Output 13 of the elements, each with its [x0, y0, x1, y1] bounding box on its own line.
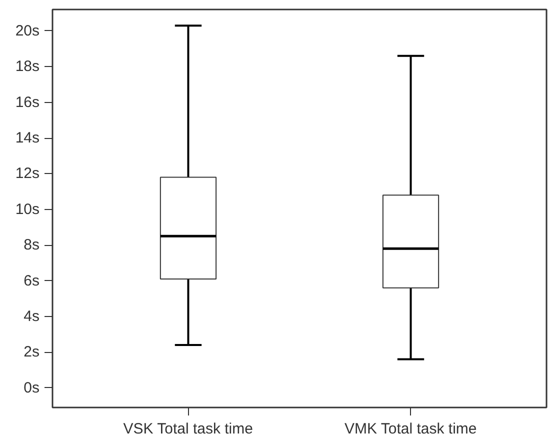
y-tick-label: 14s: [15, 130, 40, 146]
y-tick-label: 0s: [24, 379, 40, 396]
x-tick-label: VMK Total task time: [344, 420, 477, 438]
x-tick-label: VSK Total task time: [123, 420, 253, 438]
y-tick-label: 6s: [24, 272, 40, 290]
y-tick-label: 8s: [24, 236, 40, 254]
y-tick-label: 18s: [15, 58, 40, 76]
y-tick-label: 20s: [15, 22, 40, 40]
y-tick-label: 12s: [15, 165, 40, 182]
y-tick-label: 16s: [15, 94, 40, 111]
y-tick-label: 4s: [24, 308, 40, 325]
y-tick-label: 2s: [24, 344, 40, 361]
y-tick-label: 10s: [15, 200, 40, 218]
